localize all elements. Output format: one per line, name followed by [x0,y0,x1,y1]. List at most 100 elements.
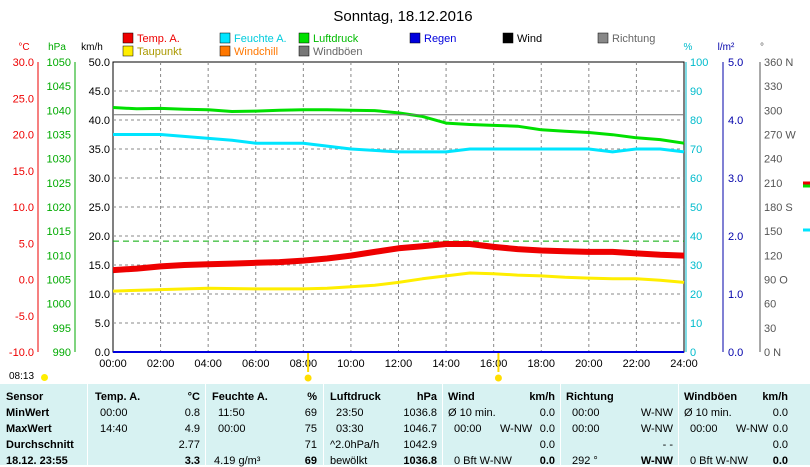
max-temp-value: 4.9 [184,423,200,435]
avg-temp-value: 2.77 [178,439,200,451]
legend-label: Windböen [313,46,363,58]
legend-label: Taupunkt [137,46,182,58]
legend: Temp. A. Feuchte A. Luftdruck Regen Wind Rich… [122,32,655,58]
max-pressure-time: 03:30 [336,423,364,435]
min-direction-value: W-NW [640,407,673,419]
axis-tick-pressure: 1045 [47,81,71,93]
header-humidity: Feuchte A. [212,391,268,403]
header-temp: Temp. A. [95,391,141,403]
axis-tick-wind: 35.0 [89,144,110,156]
axis-tick-wind: 0.0 [95,347,110,359]
header-pressure: Luftdruck [330,391,381,403]
header-humidity-unit: % [307,391,317,403]
legend-label: Luftdruck [313,33,359,45]
axis-tick-direction: 210 [764,178,782,190]
axis-tick-temp: 25.0 [13,93,34,105]
legend-label: Feuchte A. [234,33,287,45]
current-wind-beaufort: 0 Bft W-NW [454,455,512,467]
avg-direction-value: - - [662,439,673,451]
axis-tick-wind: 50.0 [89,57,110,69]
axis-tick-humidity: 70 [690,144,702,156]
axis-tick-pressure: 1010 [47,250,71,262]
legend-swatch [597,32,609,44]
header-wind: Wind [448,391,475,403]
max-direction-value: W-NW [640,423,673,435]
current-humidity-value: 69 [304,455,317,467]
axis-tick-direction: 150 [764,226,782,238]
min-gust-time: Ø 10 min. [684,407,732,419]
axis-tick-wind: 45.0 [89,86,110,98]
x-tick-label: 12:00 [385,358,413,370]
axis-tick-direction: 60 [764,299,776,311]
legend-label: Windchill [234,46,278,58]
x-tick-label: 22:00 [623,358,651,370]
axis-tick-humidity: 80 [690,115,702,127]
legend-swatch [122,32,134,44]
axis-tick-pressure: 1005 [47,275,71,287]
axis-tick-direction: 360 N [764,57,793,69]
axis-tick-direction: 0 N [764,347,781,359]
legend-swatch [502,32,514,44]
axis-tick-wind: 5.0 [95,318,110,330]
header-temp-unit: °C [187,391,200,403]
axis-tick-humidity: 20 [690,289,702,301]
axis-tick-humidity: 50 [690,202,702,214]
axis-tick-pressure: 990 [53,347,71,359]
series-line-temp-a- [112,241,685,274]
chart-title: Sonntag, 18.12.2016 [333,8,472,25]
axis-tick-temp: -5.0 [15,311,34,323]
axis-tick-rain: 2.0 [728,231,743,243]
x-tick-label: 18:00 [527,358,555,370]
legend-swatch [298,45,310,57]
axis-tick-rain: 5.0 [728,57,743,69]
header-direction: Richtung [566,391,614,403]
axis-unit-wind: km/h [81,42,103,53]
axis-tick-rain: 4.0 [728,115,743,127]
current-weather-text: bewölkt [330,455,368,467]
min-direction-time: 00:00 [572,407,600,419]
row-label: 18.12. 23:55 [6,455,68,467]
sun-marker-icon [494,374,502,382]
axis-tick-pressure: 1000 [47,299,71,311]
axis-tick-temp: 0.0 [19,275,34,287]
legend-label: Richtung [612,33,655,45]
axis-tick-wind: 25.0 [89,202,110,214]
axis-tick-wind: 30.0 [89,173,110,185]
axis-tick-pressure: 995 [53,323,71,335]
axis-tick-wind: 15.0 [89,260,110,272]
legend-swatch [219,32,231,44]
current-gust-value: 0.0 [772,455,788,467]
min-gust-value: 0.0 [772,407,788,419]
axis-tick-pressure: 1015 [47,226,71,238]
max-humidity-time: 00:00 [218,423,246,435]
max-wind-direction: W-NW [500,423,533,435]
plot-area [112,61,685,353]
axis-tick-wind: 20.0 [89,231,110,243]
axis-tick-temp: 20.0 [13,130,34,142]
avg-gust-value: 0.0 [772,439,788,451]
row-label: MaxWert [6,423,52,435]
axis-unit-rain: l/m² [718,42,735,53]
axis-tick-direction: 330 [764,81,782,93]
row-label: MinWert [6,407,50,419]
max-direction-time: 00:00 [572,423,600,435]
legend-label: Wind [517,33,542,45]
current-absolute-humidity: 4.19 g/m³ [214,455,261,467]
axis-tick-humidity: 10 [690,318,702,330]
max-wind-time: 00:00 [454,423,482,435]
pressure-trend: ^2.0hPa/h [330,439,380,451]
axis-tick-rain: 3.0 [728,173,743,185]
axes: 30.025.020.015.010.05.00.0-5.0-10.0°C105… [9,42,810,382]
min-temp-time: 00:00 [100,407,128,419]
axis-tick-rain: 0.0 [728,347,743,359]
axis-tick-pressure: 1035 [47,130,71,142]
legend-swatch [298,32,310,44]
x-tick-label: 24:00 [670,358,698,370]
legend-label: Temp. A. [137,33,180,45]
axis-tick-humidity: 100 [690,57,708,69]
current-gust-beaufort: 0 Bft W-NW [690,455,748,467]
min-pressure-time: 23:50 [336,407,364,419]
axis-tick-pressure: 1030 [47,154,71,166]
current-wind-value: 0.0 [539,455,555,467]
axis-tick-direction: 30 [764,323,776,335]
